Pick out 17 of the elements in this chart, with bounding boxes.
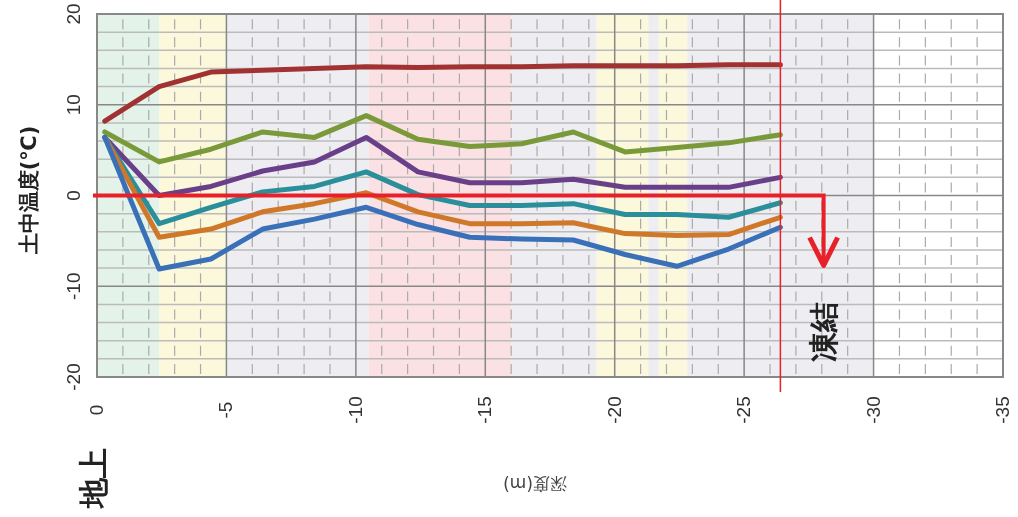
x-axis-title: 深度(m) xyxy=(503,474,567,494)
x-tick-label: -15 xyxy=(474,396,496,424)
y-tick-label: 0 xyxy=(63,190,84,201)
text: 地上 xyxy=(76,448,111,510)
x-tick-label: -35 xyxy=(992,396,1013,424)
x-tick-label: -5 xyxy=(215,401,237,419)
annotation: 凍結 xyxy=(805,302,841,362)
y-axis-title: 土中温度(℃) xyxy=(17,125,41,256)
y-tick-label: -10 xyxy=(63,272,84,300)
y-tick-label: 20 xyxy=(63,3,84,25)
x-tick-label: -10 xyxy=(344,396,366,424)
x-tick-label: -20 xyxy=(603,396,625,424)
y-tick-label: -20 xyxy=(63,363,84,391)
y-tick-label: 10 xyxy=(63,94,84,116)
x-tick-label: 0 xyxy=(86,404,107,416)
x-tick-label: -30 xyxy=(862,396,884,424)
x-tick-label: -25 xyxy=(733,396,755,424)
